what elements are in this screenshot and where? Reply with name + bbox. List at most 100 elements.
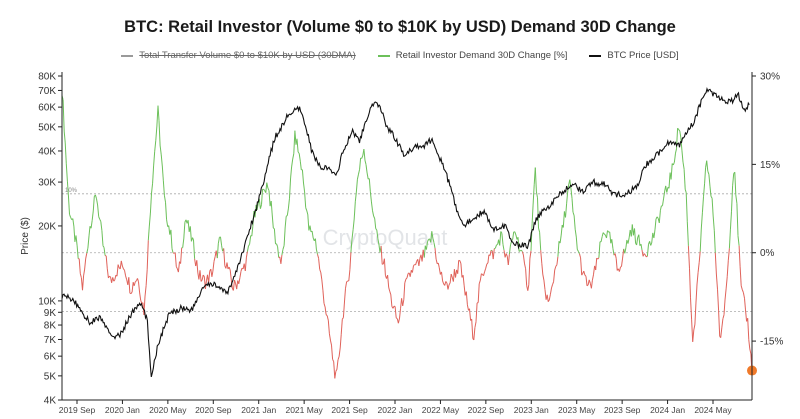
demand-segment bbox=[63, 131, 66, 143]
demand-segment bbox=[723, 299, 726, 315]
demand-segment bbox=[544, 289, 547, 300]
demand-segment bbox=[137, 278, 139, 282]
demand-segment bbox=[747, 318, 750, 340]
demand-segment bbox=[449, 273, 452, 284]
demand-segment bbox=[286, 208, 289, 216]
demand-segment bbox=[317, 254, 320, 259]
demand-segment bbox=[328, 333, 331, 341]
demand-segment bbox=[96, 198, 99, 206]
left-tick-label: 6K bbox=[44, 352, 57, 363]
demand-segment bbox=[543, 280, 546, 290]
demand-segment bbox=[718, 310, 721, 337]
demand-segment bbox=[311, 231, 314, 239]
demand-segment bbox=[713, 230, 716, 253]
demand-segment bbox=[413, 264, 415, 267]
demand-segment bbox=[94, 194, 97, 199]
demand-segment bbox=[666, 187, 669, 193]
demand-segment bbox=[687, 245, 690, 269]
demand-segment bbox=[133, 281, 136, 286]
legend-item-btc-price[interactable]: BTC Price [USD] bbox=[589, 50, 679, 61]
demand-segment bbox=[500, 231, 503, 234]
demand-segment bbox=[318, 258, 321, 270]
demand-segment bbox=[731, 185, 734, 212]
demand-segment bbox=[534, 167, 537, 192]
demand-segment bbox=[292, 153, 295, 160]
demand-segment bbox=[359, 158, 362, 170]
demand-segment bbox=[232, 279, 235, 291]
demand-segment bbox=[575, 237, 578, 250]
demand-segment bbox=[709, 186, 712, 197]
demand-segment bbox=[427, 239, 430, 242]
x-tick-label: 2023 May bbox=[558, 405, 596, 415]
demand-segment bbox=[390, 294, 393, 307]
demand-segment bbox=[615, 258, 618, 271]
demand-segment bbox=[341, 317, 344, 320]
left-tick-label: 80K bbox=[38, 72, 56, 83]
demand-segment bbox=[113, 279, 116, 282]
demand-segment bbox=[345, 281, 348, 289]
demand-segment bbox=[411, 265, 414, 273]
demand-segment bbox=[678, 129, 681, 132]
demand-segment bbox=[571, 198, 574, 213]
demand-segment bbox=[171, 248, 174, 253]
demand-segment bbox=[441, 271, 444, 281]
demand-segment bbox=[309, 225, 312, 232]
demand-segment bbox=[607, 230, 610, 233]
demand-segment bbox=[450, 273, 453, 278]
demand-segment bbox=[721, 318, 724, 328]
demand-segment bbox=[448, 282, 451, 286]
demand-segment bbox=[267, 187, 270, 191]
legend-item-total-volume[interactable]: Total Transfer Volume $0 to $10K by USD … bbox=[121, 50, 356, 61]
demand-segment bbox=[303, 182, 306, 192]
demand-segment bbox=[537, 197, 539, 229]
demand-segment bbox=[392, 305, 395, 309]
demand-segment bbox=[144, 285, 147, 297]
demand-segment bbox=[748, 339, 751, 349]
demand-segment bbox=[654, 218, 657, 230]
left-tick-label: 4K bbox=[44, 396, 57, 407]
demand-segment bbox=[86, 247, 89, 254]
demand-segment bbox=[202, 274, 205, 277]
demand-segment bbox=[732, 173, 735, 186]
demand-segment bbox=[483, 271, 486, 276]
demand-segment bbox=[693, 324, 696, 331]
demand-segment bbox=[707, 171, 710, 175]
demand-segment bbox=[520, 249, 523, 252]
demand-segment bbox=[485, 263, 488, 269]
demand-segment bbox=[672, 162, 675, 166]
demand-segment bbox=[474, 321, 477, 328]
demand-segment bbox=[614, 253, 617, 259]
demand-segment bbox=[234, 279, 237, 284]
demand-segment bbox=[134, 280, 137, 283]
demand-segment bbox=[333, 361, 336, 379]
demand-segment bbox=[397, 318, 400, 324]
demand-segment bbox=[155, 125, 158, 141]
demand-segment bbox=[79, 273, 82, 278]
demand-segment bbox=[698, 251, 701, 263]
demand-segment bbox=[694, 303, 697, 325]
left-tick-label: 60K bbox=[38, 103, 56, 114]
demand-segment bbox=[686, 221, 689, 246]
demand-segment bbox=[321, 279, 324, 291]
demand-segment bbox=[175, 266, 178, 270]
left-tick-label: 70K bbox=[38, 86, 56, 97]
legend-item-demand-change[interactable]: Retail Investor Demand 30D Change [%] bbox=[377, 50, 567, 61]
demand-segment bbox=[574, 229, 577, 238]
demand-segment bbox=[573, 215, 576, 230]
demand-segment bbox=[377, 238, 380, 246]
demand-segment bbox=[193, 239, 196, 259]
demand-segment bbox=[158, 120, 161, 146]
left-tick-label: 40K bbox=[38, 146, 56, 157]
demand-segment bbox=[697, 262, 700, 273]
demand-segment bbox=[489, 250, 492, 256]
demand-segment bbox=[535, 191, 538, 198]
demand-segment bbox=[737, 235, 740, 246]
demand-segment bbox=[486, 262, 489, 265]
demand-segment bbox=[602, 232, 605, 235]
demand-segment bbox=[200, 279, 203, 282]
demand-segment bbox=[646, 255, 648, 258]
demand-segment bbox=[395, 317, 398, 320]
reference-lines: 10% bbox=[62, 188, 752, 313]
demand-segment bbox=[282, 245, 285, 250]
demand-segment bbox=[101, 230, 104, 246]
